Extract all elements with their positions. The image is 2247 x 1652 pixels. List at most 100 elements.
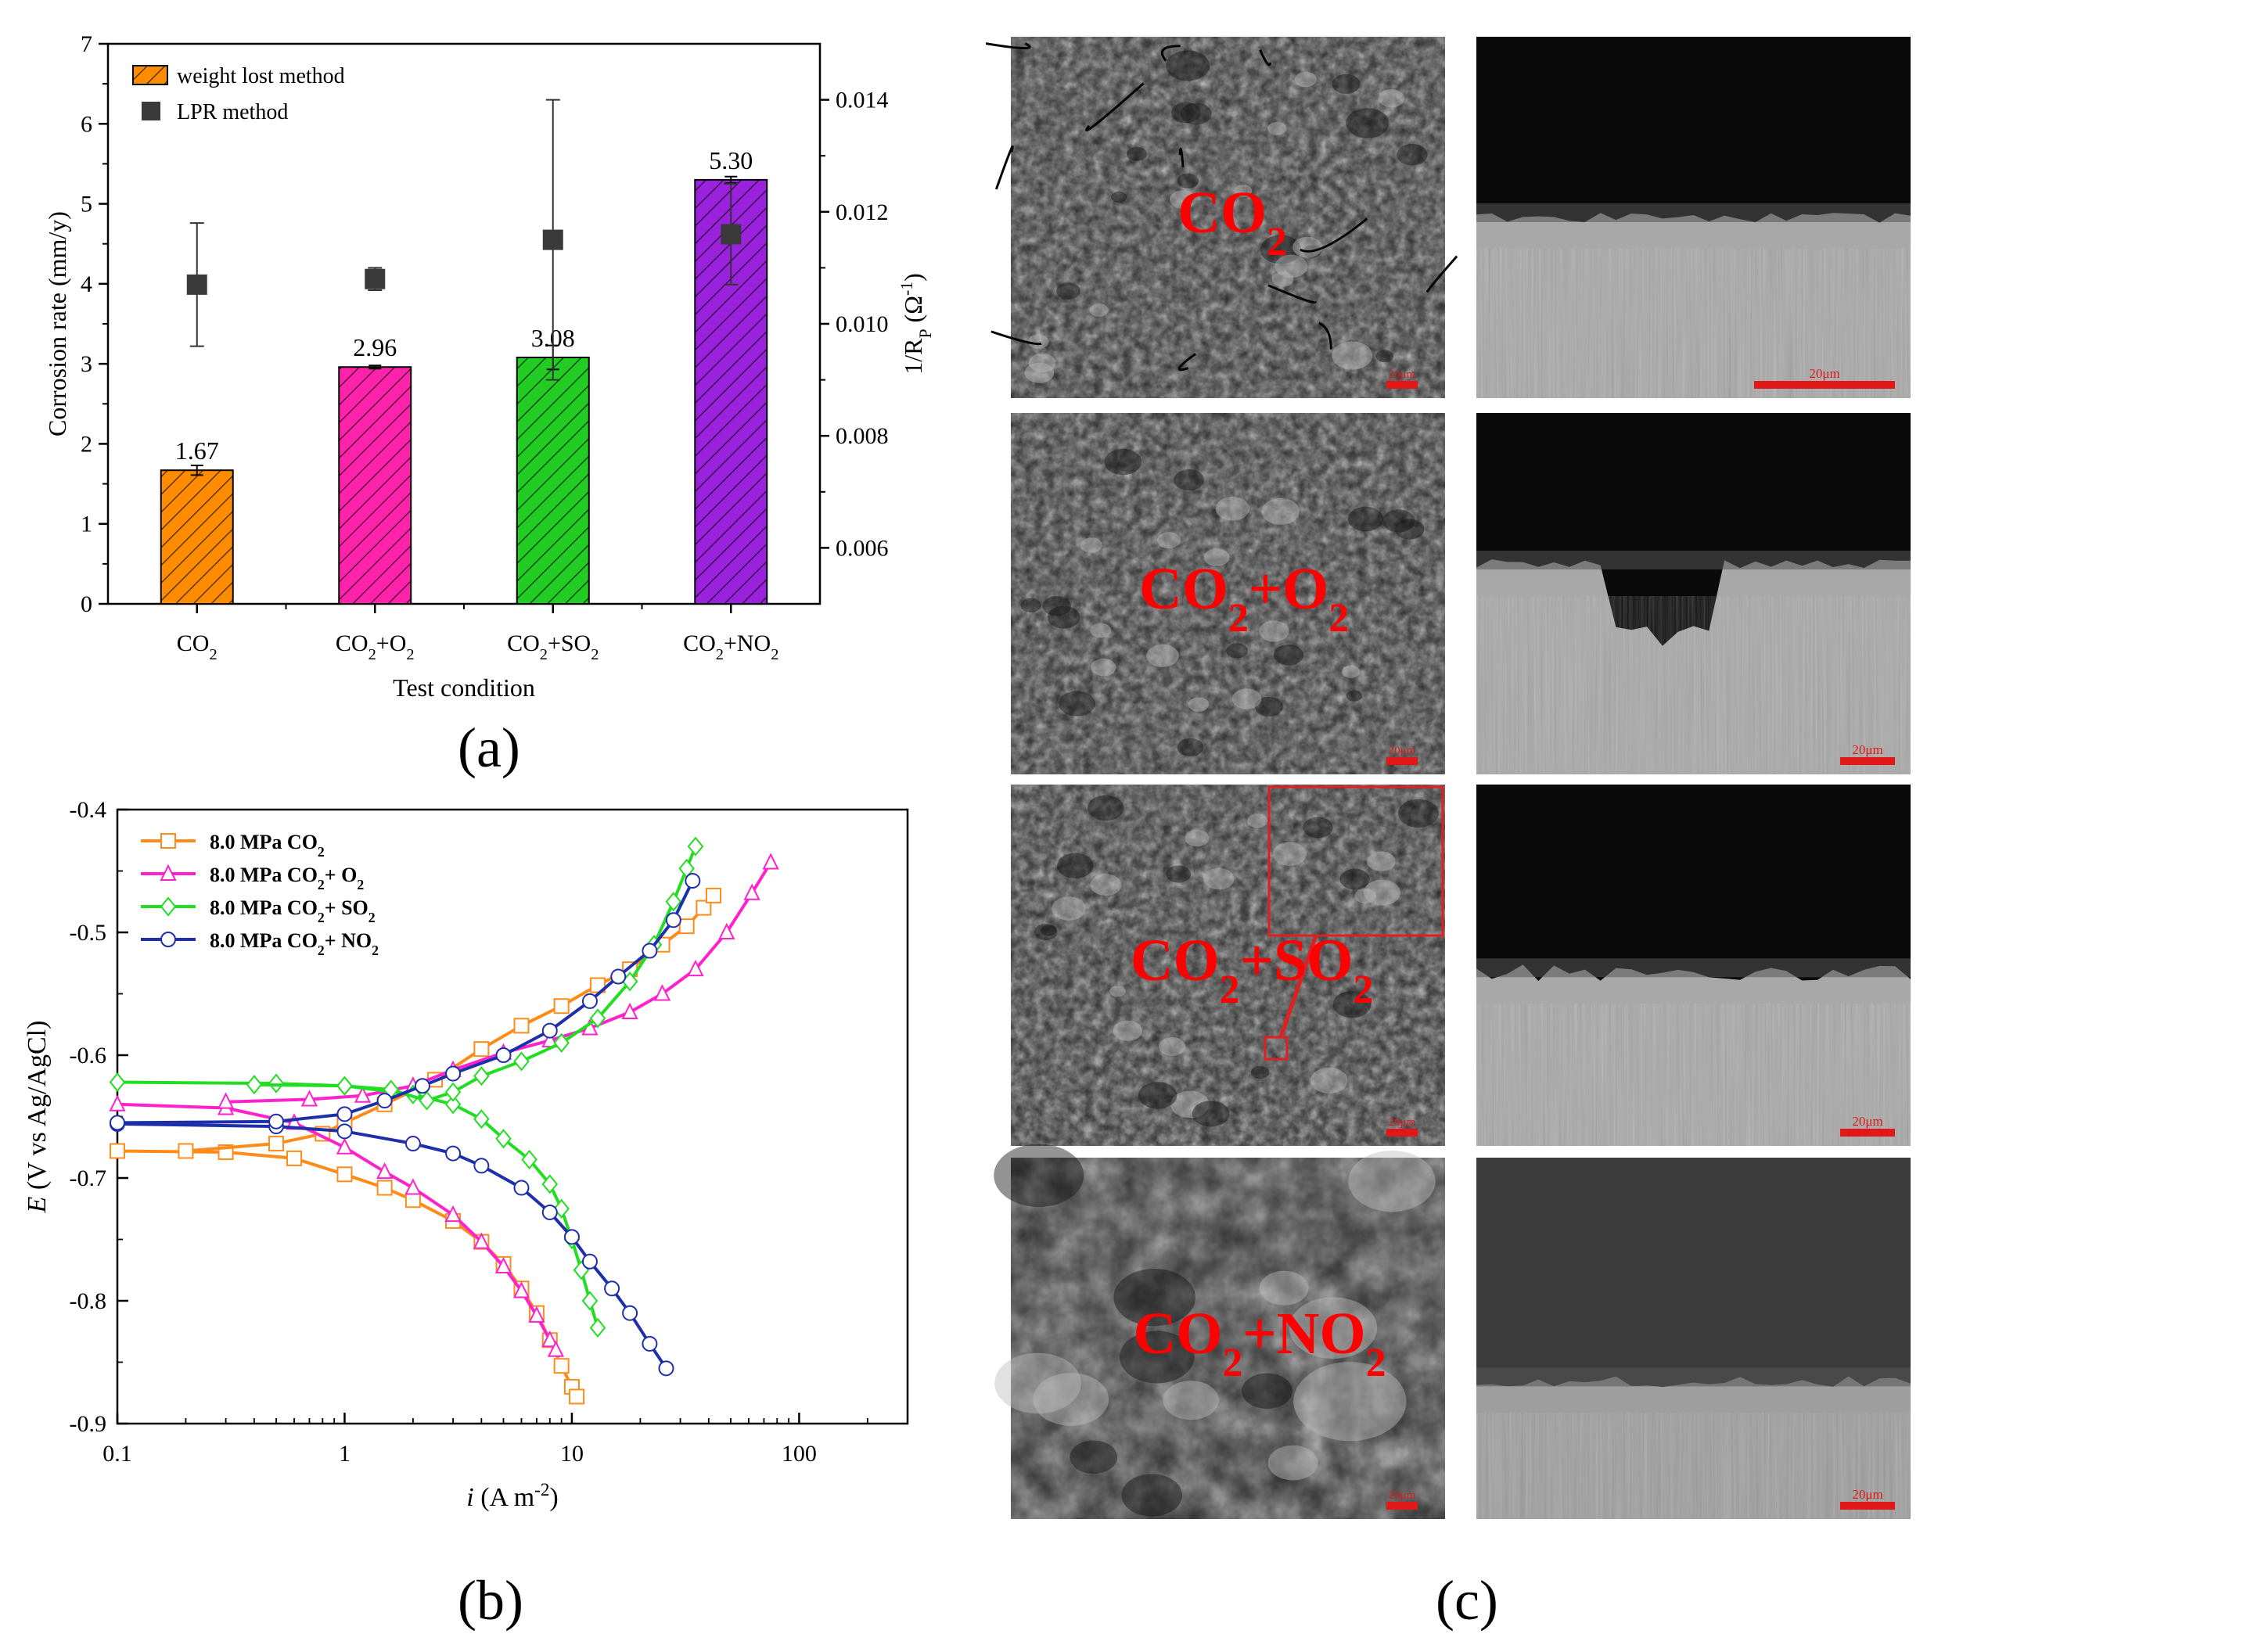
cross-section-micrograph: 20μm [1476, 37, 1911, 398]
data-point [404, 1192, 421, 1208]
y-axis-label: Corrosion rate (mm/y) [43, 211, 71, 436]
surface-feature [1367, 851, 1396, 871]
data-point [414, 1078, 430, 1094]
surface-feature [1397, 799, 1439, 828]
surface-feature [1332, 341, 1373, 370]
surface-feature [1289, 1297, 1378, 1359]
surface-crack [1177, 353, 1196, 372]
surface-feature [1185, 829, 1210, 847]
bar-hatch [339, 367, 412, 604]
bar-value-label: 2.96 [353, 333, 397, 361]
surface-feature [1057, 853, 1094, 879]
data-point [541, 1022, 558, 1039]
data-point [444, 1082, 462, 1102]
x-axis-label: Test condition [393, 673, 535, 702]
corrosion-scale [1476, 1367, 1911, 1387]
surface-feature [1090, 623, 1112, 638]
surface-feature [1090, 874, 1122, 896]
surface-feature [1052, 896, 1086, 921]
data-point [521, 1149, 537, 1170]
lpr-point [721, 224, 742, 245]
data-point [743, 883, 760, 900]
y-tick-label: -0.8 [70, 1288, 107, 1314]
y2-axis-label: 1/RP (Ω-1) [897, 273, 935, 375]
data-point [160, 932, 176, 947]
surface-feature [1267, 121, 1287, 135]
y-tick-label: -0.5 [70, 920, 107, 946]
panel-c-label: (c) [1436, 1569, 1498, 1632]
data-point [160, 833, 176, 849]
surface-feature [1259, 620, 1289, 642]
surface-crack [1318, 321, 1332, 350]
data-point [513, 1180, 530, 1196]
surface-feature [1080, 537, 1102, 553]
surface-feature [1347, 506, 1384, 532]
surface-crack [1267, 284, 1317, 304]
surface-feature [1332, 991, 1372, 1018]
surface-feature [1310, 1067, 1348, 1094]
data-point [653, 984, 671, 1001]
y2-tick-label: 0.014 [836, 88, 889, 113]
surface-feature [1126, 146, 1147, 161]
data-point [665, 892, 682, 912]
surface-feature [1354, 888, 1376, 904]
data-point [705, 887, 721, 903]
y-tick-label: -0.9 [70, 1411, 107, 1437]
data-point [665, 912, 681, 928]
scale-label: 20μm [1852, 742, 1882, 757]
y-tick-label: 5 [81, 192, 92, 217]
x-tick-label: CO2+NO2 [683, 630, 778, 663]
panel-a-lpr-points [186, 99, 742, 381]
data-point [376, 1093, 393, 1109]
data-point [569, 1388, 585, 1405]
data-point [687, 836, 704, 857]
data-point [336, 1137, 354, 1155]
surface-feature [1020, 598, 1041, 612]
surface-feature [1267, 1445, 1318, 1481]
legend-label: 8.0 MPa CO2+ SO2 [210, 896, 376, 925]
data-point [494, 1256, 512, 1274]
surface-feature [1088, 795, 1124, 821]
surface-crack [1300, 217, 1368, 253]
inset-box [1267, 785, 1444, 937]
y-tick-label: 0 [81, 591, 92, 617]
surface-feature [994, 1144, 1084, 1208]
x-tick-label: CO2 [177, 630, 218, 663]
series-line-cathodic [117, 1102, 558, 1351]
data-point [642, 1335, 658, 1352]
surface-feature [1024, 362, 1055, 383]
scale-bar [1840, 757, 1895, 765]
legend-lpr-swatch [142, 102, 160, 120]
surface-feature [1378, 89, 1405, 108]
surface-feature [1091, 658, 1116, 677]
series-2 [109, 853, 779, 1357]
data-point [541, 1331, 559, 1348]
bar-value-label: 1.67 [175, 436, 219, 465]
scale-label: 20μm [1389, 745, 1416, 757]
surface-feature [1332, 74, 1361, 94]
data-point [336, 1166, 353, 1183]
scale-bar [1840, 1502, 1895, 1510]
surface-feature [1188, 697, 1210, 712]
y-tick-label: 6 [81, 111, 92, 137]
y-tick-label: 3 [81, 351, 92, 377]
surface-feature [1113, 1269, 1195, 1327]
x-tick-label: 0.1 [102, 1441, 132, 1467]
surface-feature [1272, 842, 1307, 866]
surface-feature [1226, 643, 1248, 659]
surface-micrograph: 20μm [1011, 785, 1445, 1146]
data-point [495, 1129, 512, 1149]
surface-micrograph: 20μm [986, 37, 1458, 398]
surface-feature [1339, 868, 1370, 890]
surface-crack [1085, 82, 1145, 132]
data-point [762, 853, 779, 870]
surface-feature [1169, 190, 1196, 210]
y-tick-label: -0.7 [70, 1165, 107, 1191]
surface-feature [1070, 1440, 1118, 1474]
surface-feature [1363, 879, 1401, 906]
data-point [473, 1158, 490, 1174]
data-point [376, 1180, 393, 1196]
surface-feature [1177, 173, 1199, 189]
y2-tick-label: 0.010 [836, 311, 889, 337]
cross-section-micrograph: 20μm [1476, 1158, 1911, 1519]
